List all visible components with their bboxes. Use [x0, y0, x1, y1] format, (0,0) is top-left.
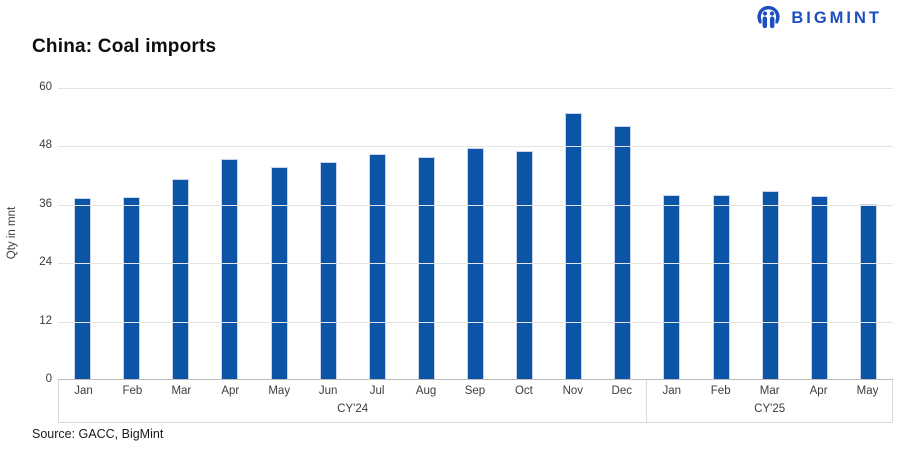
- bar-cy25-may: [859, 203, 877, 379]
- bar-cell: [156, 88, 205, 379]
- bar-cy25-mar: [761, 191, 779, 379]
- bar-cell: [107, 88, 156, 379]
- gridline: [58, 263, 893, 265]
- y-tick-label: 0: [45, 373, 52, 385]
- bar-cy24-jun: [319, 162, 337, 379]
- bar-cy25-apr: [810, 195, 828, 379]
- bigmint-logo: BIGMINT: [755, 5, 882, 32]
- y-tick-label: 24: [39, 256, 52, 269]
- bar-group-cy24: [58, 88, 647, 379]
- bar-cell: [255, 88, 304, 379]
- x-month-label: May: [268, 385, 291, 397]
- bar-cell: [549, 88, 598, 379]
- x-month-label: Feb: [122, 385, 143, 397]
- bar-cy24-mar: [172, 178, 190, 379]
- x-axis-group-cy25: Jan Feb Mar Apr May CY'25: [647, 380, 892, 422]
- bar-cell: [304, 88, 353, 379]
- bar-cy24-feb: [123, 197, 141, 379]
- bar-cy25-jan: [663, 194, 681, 379]
- bigmint-logo-icon: [755, 5, 782, 32]
- x-month-label: Aug: [415, 385, 437, 397]
- x-month-label: Jan: [74, 385, 93, 397]
- bar-cell: [598, 88, 647, 379]
- gridline: [58, 146, 893, 148]
- x-group-label: CY'25: [754, 403, 786, 415]
- bar-cy24-jan: [74, 197, 92, 379]
- y-tick-label: 60: [39, 81, 52, 93]
- bar-cell: [353, 88, 402, 379]
- x-month-row: Jan Feb Mar Apr May: [647, 380, 892, 401]
- source-note: Source: GACC, BigMint: [32, 427, 164, 441]
- x-month-label: Jul: [369, 385, 385, 397]
- x-month-label: Nov: [562, 385, 584, 397]
- x-month-label: Feb: [710, 385, 731, 397]
- gridline: [58, 88, 893, 89]
- bar-cell: [795, 88, 844, 379]
- bar-cy24-jul: [368, 154, 386, 379]
- x-axis: Jan Feb Mar Apr May Jun Jul Aug Sep Oct Nov Dec CY'2…: [58, 380, 893, 423]
- x-month-row: Jan Feb Mar Apr May Jun Jul Aug Sep Oct Nov Dec: [59, 380, 646, 401]
- bar-cell: [402, 88, 451, 379]
- bar-cell: [647, 88, 696, 379]
- y-axis-ticks: 0 12 24 36 48 60: [0, 81, 52, 385]
- y-tick-label: 48: [39, 139, 52, 152]
- gridline: [58, 321, 893, 323]
- x-month-label: Oct: [514, 385, 533, 397]
- x-axis-group-cy24: Jan Feb Mar Apr May Jun Jul Aug Sep Oct Nov Dec CY'2…: [59, 380, 648, 422]
- gridline: [58, 204, 893, 206]
- x-month-label: Dec: [611, 385, 632, 397]
- plot-area: [58, 88, 893, 380]
- x-month-label: Sep: [464, 385, 486, 397]
- bar-cy24-may: [270, 167, 288, 379]
- bar-cy24-oct: [516, 150, 534, 379]
- bar-cy24-nov: [565, 113, 583, 379]
- bar-group-cy25: [647, 88, 893, 379]
- bar-cy25-feb: [712, 194, 730, 379]
- bar-cell: [500, 88, 549, 379]
- bars-row: [58, 88, 893, 379]
- x-month-label: Jan: [662, 385, 682, 397]
- bar-cell: [58, 88, 107, 379]
- bar-cell: [451, 88, 500, 379]
- y-tick-label: 36: [39, 197, 52, 210]
- y-tick-label: 12: [39, 314, 52, 327]
- bar-chart: Jan Feb Mar Apr May Jun Jul Aug Sep Oct Nov Dec CY'2…: [58, 88, 893, 423]
- bigmint-logo-text: BIGMINT: [791, 9, 882, 27]
- bar-cell: [746, 88, 795, 379]
- x-group-label: CY'24: [337, 403, 369, 415]
- bar-cy24-dec: [614, 125, 632, 379]
- page-title: China: Coal imports: [32, 36, 217, 57]
- x-month-label: Mar: [759, 385, 780, 397]
- bar-cy24-aug: [417, 157, 435, 379]
- bar-cell: [844, 88, 893, 379]
- x-month-label: May: [856, 385, 879, 397]
- x-month-label: Apr: [809, 385, 828, 397]
- bar-cell: [697, 88, 746, 379]
- x-month-label: Mar: [171, 385, 192, 397]
- x-month-label: Jun: [318, 385, 338, 397]
- x-month-label: Apr: [221, 385, 240, 397]
- bar-cy24-apr: [221, 159, 239, 379]
- bar-cell: [205, 88, 254, 379]
